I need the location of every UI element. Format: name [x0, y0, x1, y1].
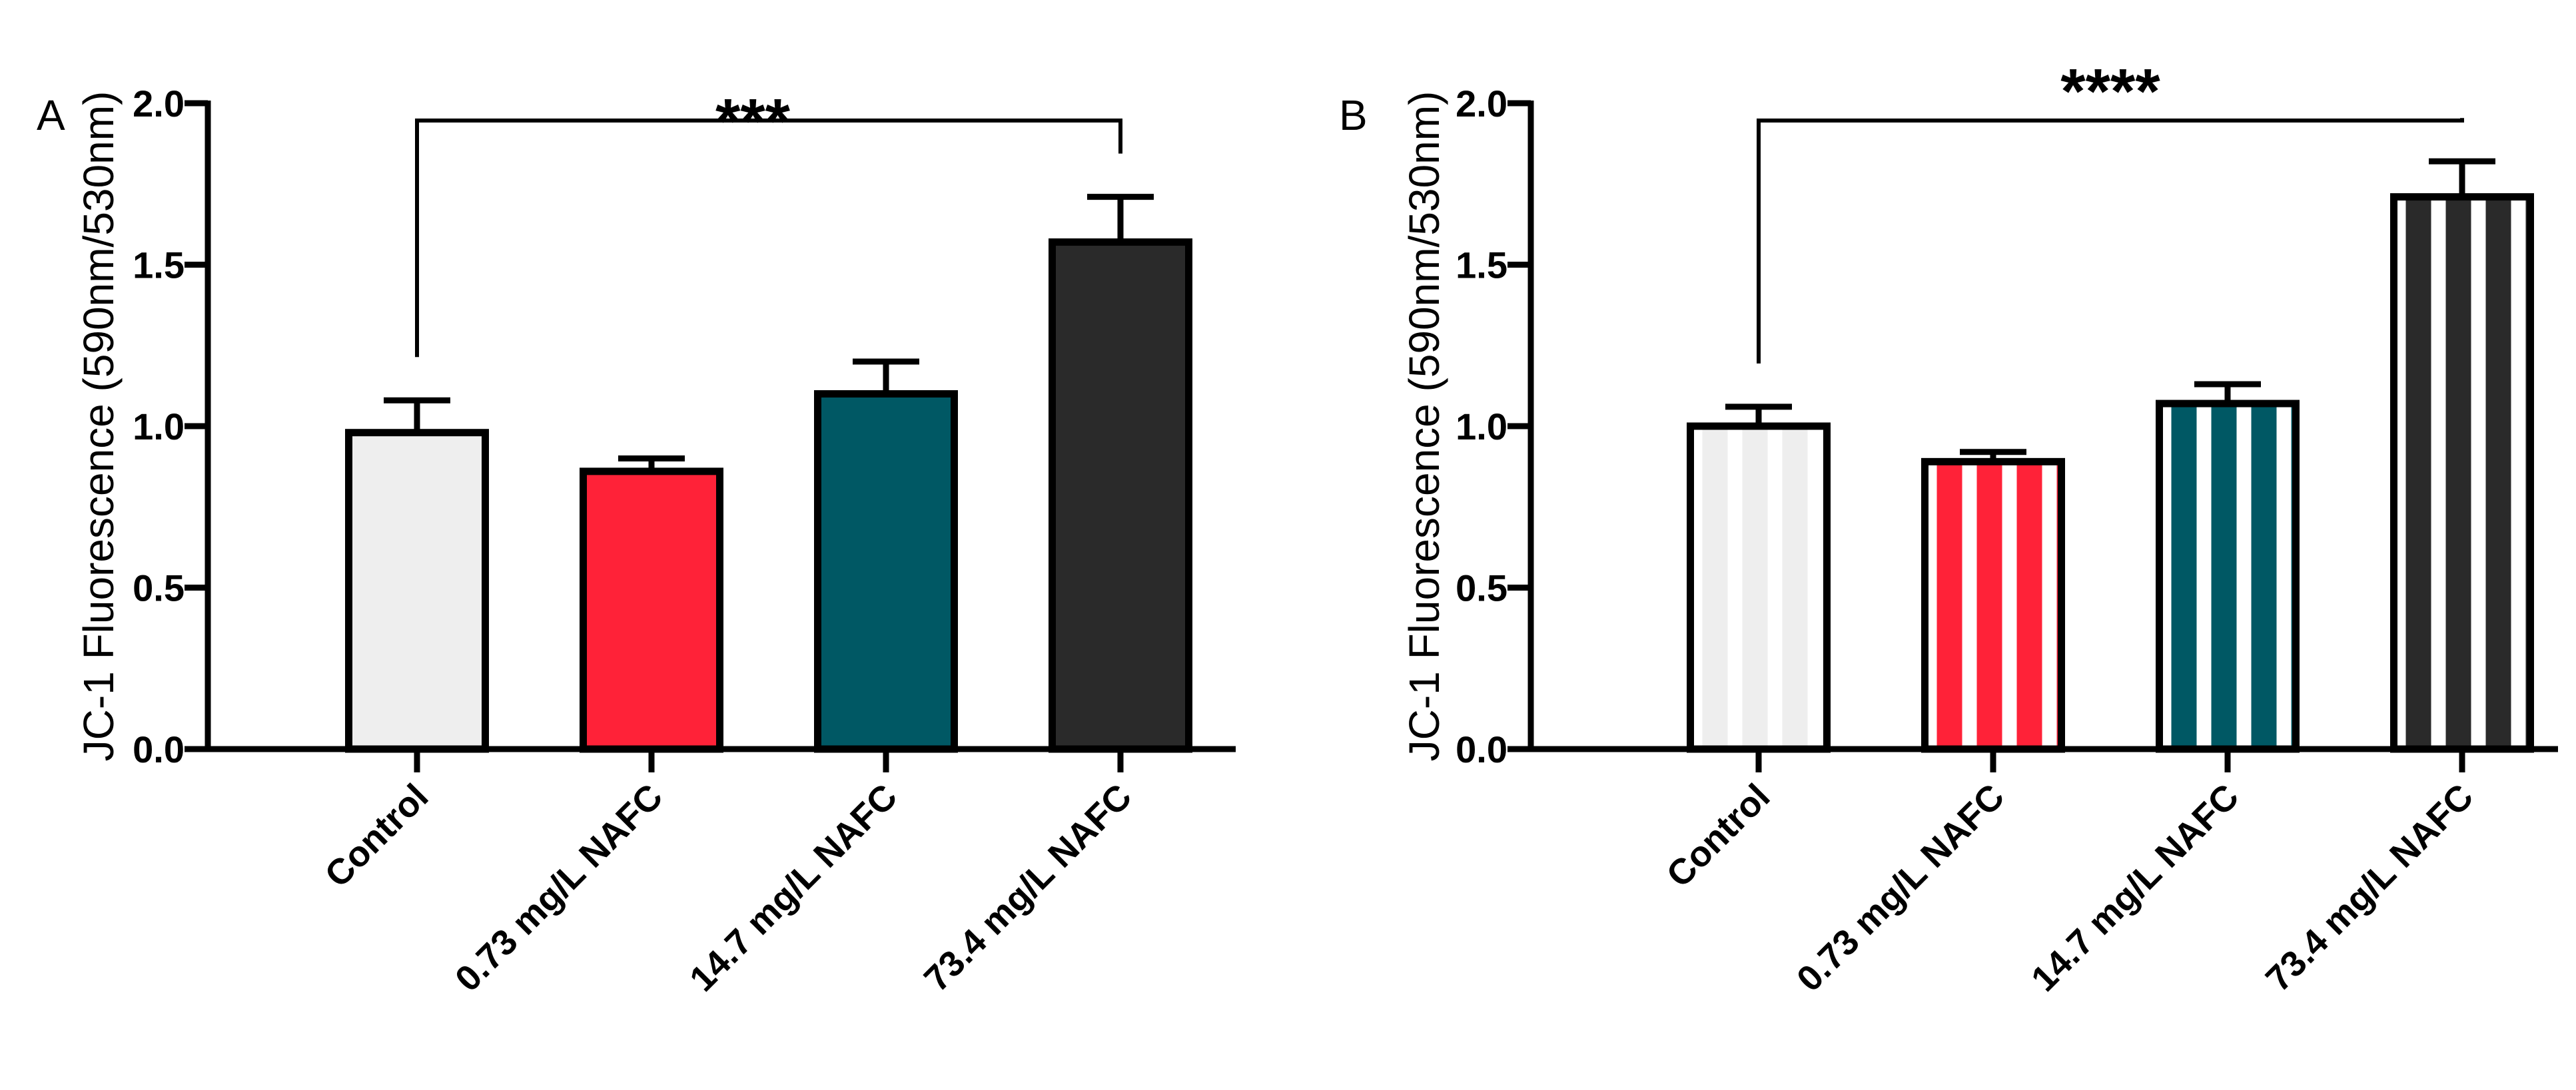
significance-bracket	[415, 119, 1122, 358]
bar-1	[1687, 422, 1831, 753]
y-tick-label: 2.0	[133, 83, 185, 125]
panel-a: A JC-1 Fluorescence (590nm/530nm)Control 0…	[37, 83, 1236, 999]
y-tick-label: 0.0	[133, 728, 185, 770]
x-tick-label: 73.4 mg/L NAFC	[2258, 776, 2481, 999]
y-axis-label: JC-1 Fluorescence (590nm/530nm)	[1400, 91, 1448, 762]
bar-4	[1049, 238, 1192, 753]
y-tick-label: 2.0	[1456, 83, 1507, 125]
y-tick-label: 0.5	[133, 567, 185, 609]
x-tick-label: Control	[1659, 776, 1777, 895]
significance-bracket	[1757, 118, 2464, 364]
y-tick-label: 0.0	[1456, 728, 1507, 770]
y-tick-label: 1.0	[1456, 406, 1507, 447]
panel-letter: A	[37, 91, 65, 139]
x-tick-label: 73.4 mg/L NAFC	[917, 776, 1140, 999]
x-tick-label: 14.7 mg/L NAFC	[2024, 776, 2247, 999]
bar-2	[1921, 457, 2065, 753]
x-tick-label: Control	[317, 776, 436, 895]
x-tick-label: 0.73 mg/L NAFC	[1789, 776, 2012, 999]
bar-1	[345, 429, 489, 753]
x-tick-label: 0.73 mg/L NAFC	[448, 776, 671, 999]
x-tick-label: 14.7 mg/L NAFC	[682, 776, 905, 999]
bar-4	[2390, 193, 2534, 753]
y-tick-label: 1.5	[1456, 244, 1507, 286]
y-tick-label: 1.0	[133, 406, 185, 447]
bar-3	[814, 390, 958, 753]
y-axis-label: JC-1 Fluorescence (590nm/530nm)	[75, 91, 123, 762]
panel-b: B JC-1 Fluorescence (590nm/530nm)Control 0…	[1339, 56, 2558, 999]
y-tick-label: 1.5	[133, 244, 185, 286]
significance-label: ***	[715, 86, 791, 157]
y-tick-label: 0.5	[1456, 567, 1507, 609]
bar-3	[2156, 400, 2300, 753]
panel-letter: B	[1339, 91, 1368, 139]
significance-label: ****	[2060, 56, 2160, 127]
bar-2	[580, 467, 723, 753]
